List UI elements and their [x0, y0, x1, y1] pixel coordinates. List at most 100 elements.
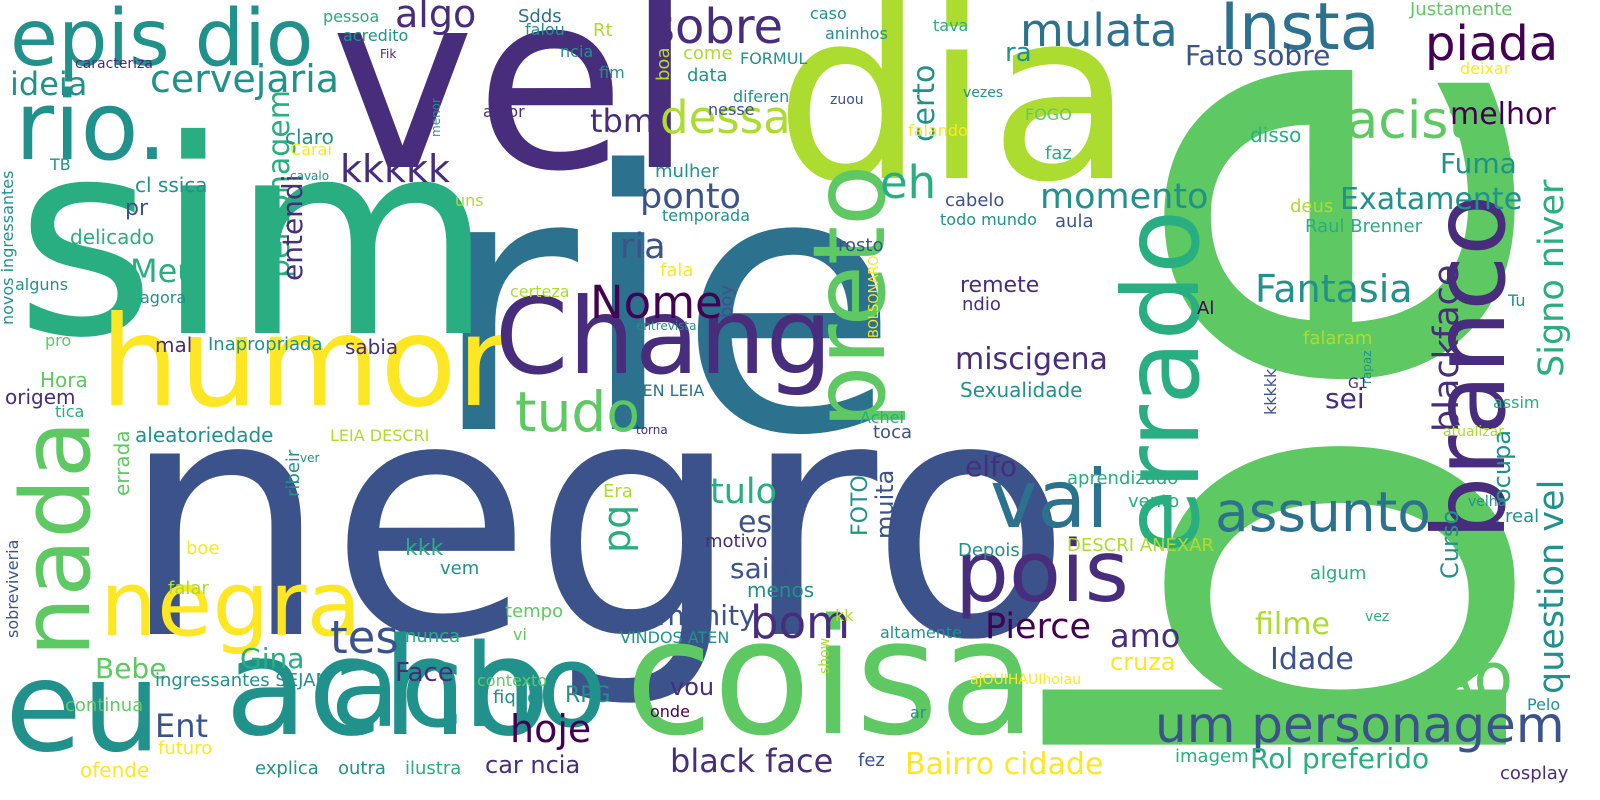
- word-imagem: imagem: [1175, 746, 1249, 767]
- word-vez: vez: [1365, 609, 1390, 625]
- word-menor: menor: [429, 98, 443, 137]
- word-caracteriza: caracteriza: [75, 56, 153, 72]
- word-outra: outra: [338, 758, 386, 779]
- word-chang: Chang: [495, 276, 833, 398]
- word-ver: ver: [300, 451, 320, 465]
- word-remete: remete: [960, 273, 1040, 298]
- word-come: come: [683, 43, 733, 64]
- word-algo: algo: [395, 0, 477, 36]
- word-vem: vem: [440, 558, 480, 579]
- word-depois: Depois: [958, 540, 1020, 561]
- word-fik: Fik: [380, 47, 397, 61]
- word-fim: fim: [599, 63, 625, 82]
- word-caso: caso: [810, 4, 847, 23]
- word-novos-ingressantes: novos ingressantes: [0, 170, 17, 326]
- word-carai: Carai: [290, 140, 332, 159]
- word-achei: Achei: [860, 408, 904, 427]
- word-humor: humor: [100, 290, 509, 435]
- word-rio: rio.: [15, 72, 168, 182]
- word-altamente: altamente: [880, 623, 963, 642]
- word-melhor: melhor: [1450, 97, 1556, 132]
- word-data: data: [687, 65, 728, 86]
- word-cervejaria: cervejaria: [150, 57, 340, 101]
- word-hoje: hoje: [510, 707, 592, 751]
- word-temporada: temporada: [662, 206, 750, 225]
- word-meu: Meu: [130, 252, 198, 290]
- word-acho: acho: [225, 609, 551, 766]
- word-leia-descri: LEIA DESCRI: [330, 426, 430, 445]
- word-filme: filme: [1255, 607, 1330, 642]
- word-alguns: alguns: [15, 275, 69, 294]
- word-era: Era: [603, 481, 633, 502]
- word-futuro: futuro: [158, 738, 213, 759]
- word-descri-anexar: DESCRI ANEXAR: [1067, 535, 1215, 556]
- word-sim: sim: [15, 82, 494, 397]
- word-pois: pois: [955, 523, 1129, 622]
- word-vi: vi: [513, 625, 527, 644]
- word-ndio: ndio: [962, 294, 1001, 315]
- word-fantasia: Fantasia: [1255, 267, 1413, 311]
- word-pierce: Pierce: [985, 607, 1091, 647]
- word-aleatoriedade: aleatoriedade: [135, 423, 274, 447]
- word-origem: origem: [5, 385, 76, 409]
- word-pro: pro: [45, 331, 72, 350]
- word-certeza: certeza: [510, 282, 570, 301]
- word-falaram: falaram: [1303, 328, 1373, 349]
- word-signo-niver: Signo niver: [1532, 179, 1572, 377]
- word-rapaz: rapaz: [1360, 350, 1374, 384]
- word-tu: Tu: [1508, 291, 1526, 310]
- word-amor: amor: [483, 102, 525, 121]
- word-sabia: sabia: [345, 335, 399, 359]
- word-car-ncia: car ncia: [485, 751, 581, 779]
- word-claro: claro: [285, 125, 334, 149]
- word-insta: Insta: [1220, 0, 1380, 65]
- word-rol-preferido: Rol preferido: [1250, 742, 1430, 775]
- word-diferen: diferen: [733, 87, 790, 106]
- word-tb: TB: [50, 155, 71, 174]
- word-black-face: black face: [670, 742, 834, 780]
- word-ao: Ao: [1430, 640, 1514, 715]
- word-momento: momento: [1040, 177, 1209, 217]
- word-fala: fala: [660, 260, 694, 281]
- word-pr: pr: [125, 196, 149, 221]
- word-entrevista: entrevista: [636, 319, 697, 333]
- word-assunto: assunto: [1215, 480, 1431, 544]
- word-fogo: FOGO: [1025, 105, 1072, 124]
- word-rt: Rt: [593, 20, 613, 41]
- word-delicado: delicado: [70, 225, 155, 249]
- word-acho: acho: [330, 620, 607, 754]
- word-exatamente: Exatamente: [1340, 182, 1523, 217]
- word-piada: piada: [1425, 16, 1559, 72]
- word-dia: dia: [775, 0, 1134, 234]
- word-disso: disso: [1250, 123, 1302, 147]
- word-justamente: Justamente: [1410, 0, 1513, 20]
- word-g1: G1: [1348, 376, 1368, 392]
- word-muita: muita: [871, 469, 899, 539]
- word-dessa: dessa: [660, 91, 791, 144]
- word-deixar: deixar: [1460, 59, 1511, 78]
- word-uns: uns: [455, 191, 484, 210]
- word-nome: Nome: [590, 276, 723, 329]
- word-pelo: Pelo: [1527, 695, 1561, 714]
- word-menos: menos: [747, 578, 815, 602]
- word-motivo: motivo: [705, 531, 768, 552]
- word-curso: Curso: [1436, 509, 1464, 579]
- word-pessoa: pessoa: [323, 7, 380, 26]
- word-bebe: Bebe: [95, 652, 167, 685]
- word-onde: onde: [650, 702, 690, 721]
- word-kk: kk: [835, 606, 854, 625]
- word-eh: eh: [880, 156, 937, 209]
- word-ajouihauihoiau: ajOUIHAUIhoiau: [970, 672, 1082, 688]
- word-tulo: tulo: [710, 472, 778, 512]
- word-tica: tica: [55, 402, 85, 421]
- word-show: show: [817, 637, 833, 674]
- word-negro: negro: [120, 328, 1072, 712]
- word-sobre: sobre: [650, 0, 784, 55]
- word-todo-mundo: todo mundo: [940, 210, 1037, 229]
- word-aten-leia: ATEN LEIA: [623, 381, 705, 400]
- word-mal: mal: [155, 333, 193, 357]
- word-pq: pq: [595, 504, 639, 553]
- word-vindos-aten: VINDOS ATEN: [620, 628, 730, 647]
- word-faz: faz: [1045, 143, 1072, 164]
- word-cl-ssica: cl ssica: [135, 173, 208, 197]
